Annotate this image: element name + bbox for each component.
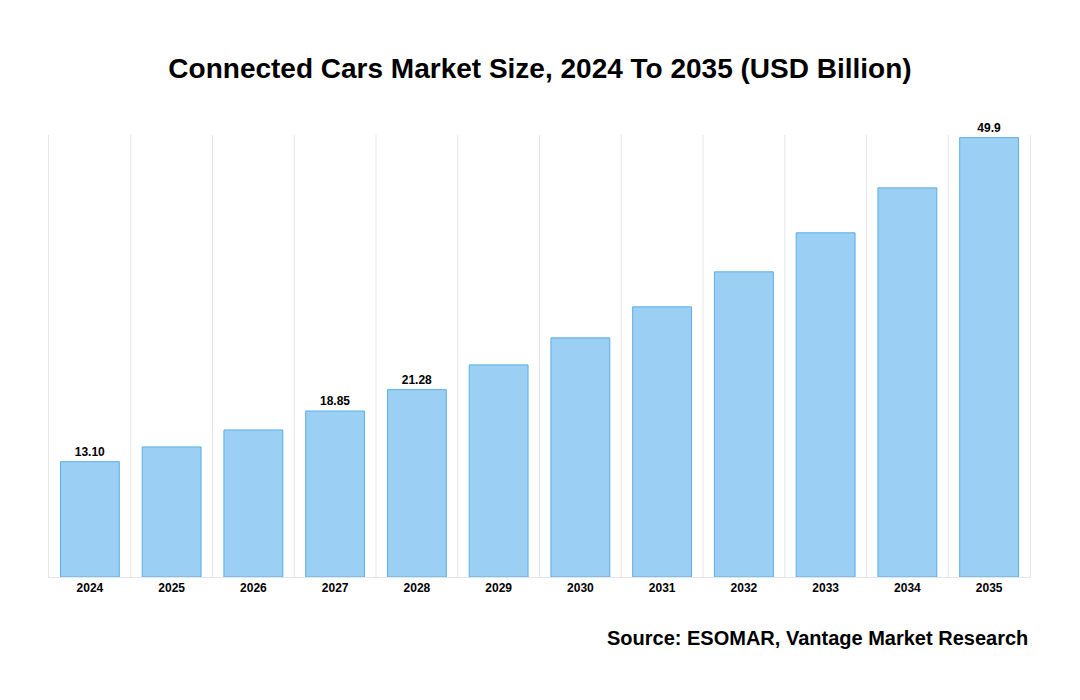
svg-text:2032: 2032 [731, 581, 758, 595]
svg-text:2030: 2030 [567, 581, 594, 595]
svg-text:Source: ESOMAR, Vantage Market: Source: ESOMAR, Vantage Market Research [607, 627, 1028, 649]
svg-text:2035: 2035 [976, 581, 1003, 595]
svg-text:2031: 2031 [649, 581, 676, 595]
svg-text:18.85: 18.85 [320, 394, 350, 408]
svg-text:2025: 2025 [158, 581, 185, 595]
svg-text:2034: 2034 [894, 581, 921, 595]
svg-text:13.10: 13.10 [75, 445, 105, 459]
svg-text:2024: 2024 [77, 581, 104, 595]
svg-text:49.9: 49.9 [977, 121, 1001, 135]
svg-text:2029: 2029 [485, 581, 512, 595]
svg-text:2028: 2028 [404, 581, 431, 595]
svg-text:21.28: 21.28 [402, 373, 432, 387]
svg-text:Connected Cars Market Size, 20: Connected Cars Market Size, 2024 To 2035… [168, 53, 911, 84]
svg-text:2033: 2033 [812, 581, 839, 595]
svg-text:2027: 2027 [322, 581, 349, 595]
svg-text:2026: 2026 [240, 581, 267, 595]
